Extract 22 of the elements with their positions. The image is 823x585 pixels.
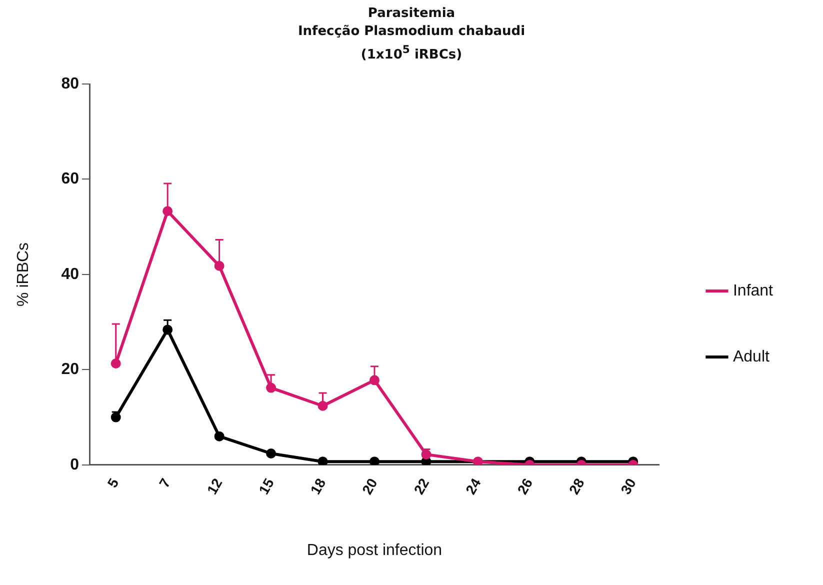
x-tick-label: 24 <box>462 476 484 498</box>
y-tick-label: 60 <box>61 170 80 188</box>
chart-subtitle: Infecção Plasmodium chabaudi (1x10$^{5}$ iRBCs) <box>296 23 526 64</box>
x-tick-label: 5 <box>104 476 122 491</box>
legend-label: Adult <box>732 348 770 366</box>
x-tick-label: 15 <box>255 476 278 498</box>
x-tick-label: 18 <box>307 476 329 498</box>
x-tick-label: 12 <box>204 476 226 498</box>
x-tick-label: 22 <box>410 476 432 498</box>
x-tick-label: 30 <box>617 476 640 498</box>
x-axis-title: Days post infection <box>306 542 442 560</box>
y-axis-title: % iRBCs <box>15 242 32 307</box>
x-tick-label: 7 <box>156 476 174 491</box>
chart-title: Parasitemia <box>366 6 456 21</box>
y-tick-label: 20 <box>61 361 80 378</box>
x-tick-label: 26 <box>514 476 536 498</box>
x-tick-label: 20 <box>358 476 381 498</box>
y-tick-label: 0 <box>70 456 80 474</box>
y-tick-label: 40 <box>61 266 80 284</box>
y-tick-label: 80 <box>61 76 80 93</box>
legend-label: Infant <box>732 282 774 300</box>
x-tick-label: 28 <box>566 476 588 498</box>
